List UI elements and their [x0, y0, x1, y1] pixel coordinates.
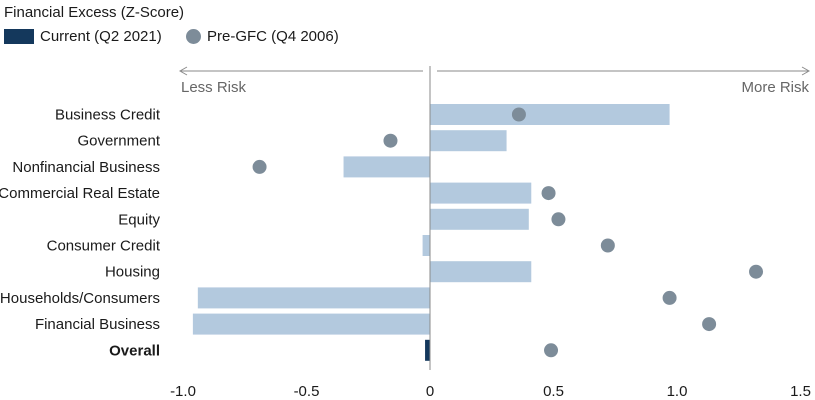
dot-pregfc [252, 159, 267, 174]
bar-current [425, 339, 430, 361]
category-label: Overall [109, 342, 160, 359]
bar-current [430, 130, 507, 152]
category-label: Housing [105, 264, 160, 281]
risk-arrows [178, 66, 811, 76]
x-tick-label: -1.0 [170, 383, 196, 400]
dot-pregfc [541, 186, 556, 201]
bar-current [430, 261, 532, 283]
bar-current [192, 313, 430, 335]
legend-item-pregfc: Pre-GFC (Q4 2006) [186, 28, 339, 45]
more-risk-arrowhead [801, 66, 811, 76]
dot-pregfc [662, 290, 677, 305]
dot-pregfc [511, 107, 526, 122]
category-label: Commercial Real Estate [0, 185, 160, 202]
legend-label-current: Current (Q2 2021) [40, 28, 162, 45]
dot-pregfc [544, 343, 559, 358]
bar-current [343, 156, 430, 178]
bar-current [422, 235, 430, 256]
x-tick-label: 0 [426, 383, 434, 400]
bar-current [197, 287, 430, 309]
legend-label-pregfc: Pre-GFC (Q4 2006) [207, 28, 339, 45]
chart-title: Financial Excess (Z-Score) [4, 4, 185, 21]
less-risk-arrowhead [178, 66, 188, 76]
category-label: Government [77, 133, 160, 150]
legend-swatch-pregfc [186, 29, 201, 44]
x-tick-label: 1.0 [667, 383, 688, 400]
category-label: Equity [118, 211, 160, 228]
bar-current [430, 208, 529, 230]
x-tick-label: 0.5 [543, 383, 564, 400]
less-risk-label: Less Risk [181, 79, 247, 96]
dot-pregfc [749, 264, 764, 279]
category-label: Households/Consumers [0, 290, 160, 307]
category-label: Business Credit [55, 107, 161, 124]
category-label: Financial Business [35, 316, 160, 333]
legend-item-current: Current (Q2 2021) [4, 28, 162, 45]
more-risk-label: More Risk [741, 79, 809, 96]
dot-pregfc [551, 212, 566, 227]
x-tick-label: -0.5 [294, 383, 320, 400]
dot-pregfc [383, 133, 398, 148]
dot-pregfc [702, 317, 717, 332]
legend-swatch-current [4, 29, 34, 44]
bar-current [430, 104, 670, 125]
bar-current [430, 182, 532, 204]
dot-pregfc [600, 238, 615, 253]
category-label: Nonfinancial Business [12, 159, 160, 176]
x-tick-label: 1.5 [790, 383, 811, 400]
category-label: Consumer Credit [47, 238, 161, 255]
